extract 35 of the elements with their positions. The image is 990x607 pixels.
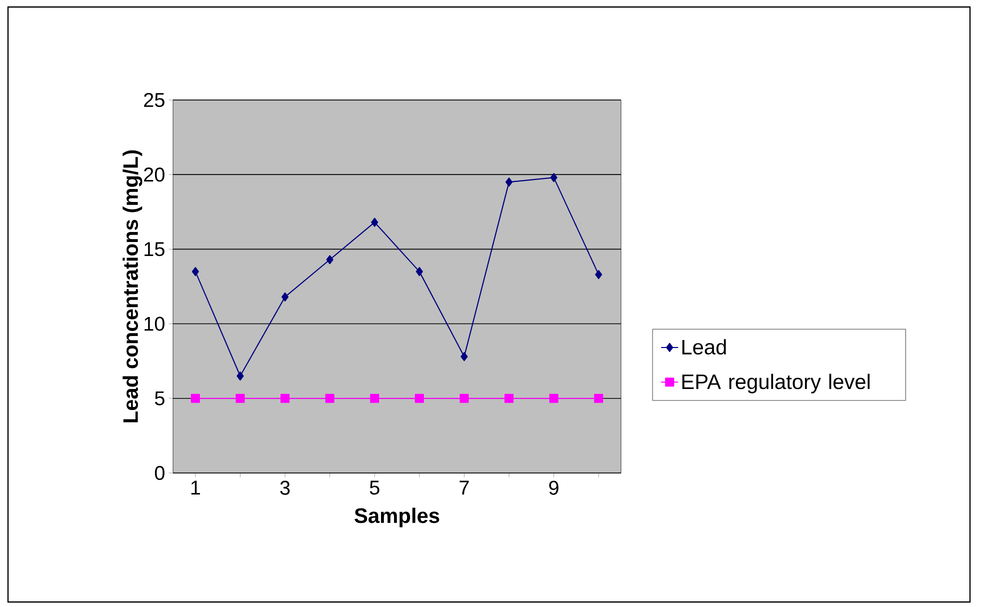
y-tick-label: 10 — [144, 316, 164, 331]
legend-label: EPA regulatory level — [682, 374, 870, 394]
point — [236, 394, 245, 403]
x-tick-label: 7 — [460, 480, 469, 494]
point — [550, 173, 558, 182]
point — [460, 394, 469, 403]
x-tick-label: 3 — [280, 480, 290, 495]
point — [236, 371, 244, 381]
x-axis-title: Samples — [354, 508, 440, 528]
y-tick-label: 20 — [144, 168, 164, 182]
x-tick-label: 5 — [370, 480, 380, 495]
y-tick-label: 0 — [154, 466, 164, 480]
y-tick-label: 5 — [154, 391, 164, 406]
point — [281, 292, 289, 302]
legend-label: Lead — [682, 339, 726, 355]
point — [504, 394, 514, 403]
point — [192, 267, 199, 276]
y-tick-label: 15 — [144, 242, 164, 256]
point — [325, 394, 334, 403]
point — [326, 255, 334, 264]
point — [549, 394, 558, 403]
x-tick-label: 1 — [191, 480, 200, 494]
y-axis-title: Lead concentrations (mg/L) — [122, 150, 142, 422]
point — [280, 394, 290, 403]
point — [505, 178, 513, 187]
point — [595, 270, 602, 280]
point — [414, 394, 424, 403]
y-tick-label: 25 — [144, 92, 164, 108]
point — [190, 394, 200, 403]
x-tick-label: 9 — [549, 480, 558, 495]
point — [594, 394, 604, 403]
point — [460, 352, 468, 362]
point — [416, 267, 423, 276]
point — [371, 218, 378, 227]
point — [370, 394, 380, 403]
